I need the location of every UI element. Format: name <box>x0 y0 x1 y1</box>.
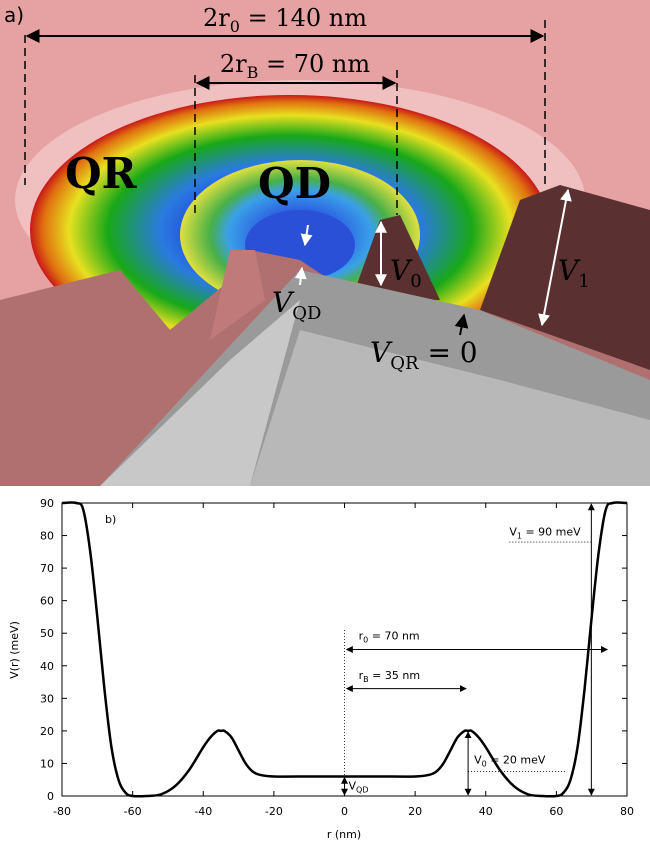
x-axis-label: r (nm) <box>327 828 361 841</box>
text-part: V <box>370 336 393 369</box>
y-tick-label: 60 <box>40 595 54 608</box>
x-tick-label: -60 <box>124 805 142 818</box>
text-sub: QR <box>390 353 419 374</box>
y-tick-label: 20 <box>40 725 54 738</box>
text-sub: 0 <box>363 636 368 645</box>
y-tick-label: 90 <box>40 497 54 510</box>
annotation: V1 = 90 meV <box>509 526 581 541</box>
y-tick-label: 80 <box>40 530 54 543</box>
text-part: V <box>509 526 517 539</box>
panel-label: a) <box>4 3 24 27</box>
dimension-label: 2r0 = 140 nm <box>203 4 367 36</box>
text-part: V <box>349 779 357 792</box>
chart-title: b) <box>105 513 116 526</box>
potential-label: V1 <box>558 254 590 292</box>
y-tick-label: 30 <box>40 692 54 705</box>
y-tick-label: 40 <box>40 660 54 673</box>
potential-label: VQR = 0 <box>370 336 478 374</box>
text-part: V <box>558 254 581 287</box>
annotation: rB = 35 nm <box>359 669 420 684</box>
region-label: QD <box>258 159 331 208</box>
x-tick-label: -40 <box>194 805 212 818</box>
height-arrow <box>538 188 572 327</box>
text-part: = 140 nm <box>240 4 367 32</box>
text-part: 2r <box>203 4 230 32</box>
text-part: = 70 nm <box>368 630 419 643</box>
text-part: 2r <box>220 50 247 78</box>
panel-a-render <box>0 0 650 486</box>
text-part: = 35 nm <box>369 669 420 682</box>
text-part: V <box>390 254 413 287</box>
panel-a-labels: a) 2r0 = 140 nm 2rB = 70 nm QR QD V0 V1 … <box>4 3 590 374</box>
x-tick-label: 20 <box>408 805 422 818</box>
potential-curve <box>61 501 628 798</box>
y-axis-label: V(r) (meV) <box>8 621 21 679</box>
potential-label: V0 <box>390 254 422 292</box>
text-part: r <box>359 669 364 682</box>
panel-a-annotations <box>24 20 572 336</box>
text-part: = 0 <box>419 336 478 369</box>
text-part: V <box>474 753 482 766</box>
text-sub: 1 <box>517 532 522 541</box>
y-tick-label: 10 <box>40 757 54 770</box>
pointer-arrow <box>300 224 313 247</box>
text-sub: 0 <box>230 17 240 36</box>
text-sub: B <box>247 63 259 82</box>
annotation: V0 = 20 meV <box>474 753 546 768</box>
text-sub: B <box>363 675 369 684</box>
text-part: = 20 meV <box>487 753 546 766</box>
text-part: = 90 meV <box>522 526 581 539</box>
y-tick-label: 70 <box>40 562 54 575</box>
y-tick-label: 50 <box>40 627 54 640</box>
region-label: QR <box>65 149 138 198</box>
text-sub: QD <box>292 303 321 324</box>
x-tick-label: -20 <box>265 805 283 818</box>
text-part: V <box>272 286 295 319</box>
x-tick-label: 40 <box>479 805 493 818</box>
text-part: r <box>359 630 364 643</box>
dimension-label: 2rB = 70 nm <box>220 50 371 82</box>
y-tick-label: 0 <box>47 790 54 803</box>
text-sub: 0 <box>410 271 421 292</box>
text-sub: QD <box>356 785 368 794</box>
potential-label: VQD <box>272 286 321 324</box>
pointer-arrow <box>294 266 307 286</box>
text-sub: 0 <box>482 759 487 768</box>
x-tick-label: 0 <box>341 805 348 818</box>
x-tick-label: 80 <box>620 805 634 818</box>
x-tick-label: 60 <box>549 805 563 818</box>
text-sub: 1 <box>578 271 589 292</box>
text-part: = 70 nm <box>258 50 370 78</box>
panel-b: b) r (nm) V(r) (meV) -80 -60 -40 -20 0 20 40 60… <box>8 497 634 841</box>
x-tick-label: -80 <box>53 805 71 818</box>
annotation: r0 = 70 nm <box>359 630 420 645</box>
pointer-arrow <box>454 313 469 336</box>
annotation: VQD <box>349 779 369 794</box>
